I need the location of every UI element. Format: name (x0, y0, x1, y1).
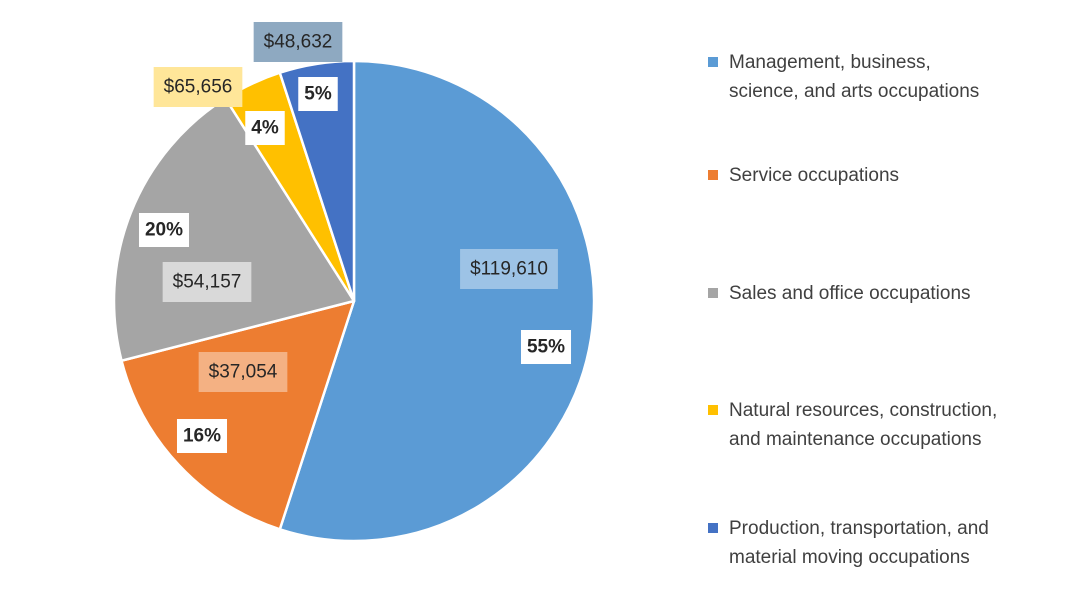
legend-label-production: Production, transportation, and material… (729, 518, 989, 568)
value-label-management: $119,610 (460, 249, 558, 289)
percent-label-production: 5% (298, 77, 338, 111)
pie-slice-service (120, 299, 356, 531)
percent-label-sales: 20% (138, 213, 190, 247)
svg-text:$54,157: $54,157 (173, 272, 242, 293)
percent-label-management: 55% (520, 330, 572, 364)
legend-label-sales: Sales and office occupations (729, 283, 971, 304)
legend-swatch-management (708, 57, 718, 67)
legend-item-service: Service occupations (708, 161, 1049, 190)
value-label-production: $48,632 (253, 22, 343, 62)
legend-item-production: Production, transportation, and material… (708, 514, 1049, 572)
legend-swatch-service (708, 170, 718, 180)
legend-swatch-natural-resources (708, 405, 718, 415)
legend-swatch-sales (708, 288, 718, 298)
legend-item-management: Management, business, science, and arts … (708, 48, 1049, 106)
legend-label-natural-resources: Natural resources, construction, and mai… (729, 400, 998, 450)
percent-label-natural-resources: 4% (245, 111, 285, 145)
legend-label-service: Service occupations (729, 165, 900, 186)
svg-text:$119,610: $119,610 (470, 259, 548, 280)
svg-text:5%: 5% (304, 84, 332, 105)
value-label-sales: $54,157 (162, 262, 252, 302)
svg-text:16%: 16% (183, 426, 221, 447)
svg-text:55%: 55% (527, 337, 565, 358)
legend-swatch-production (708, 523, 718, 533)
svg-text:$37,054: $37,054 (209, 362, 278, 383)
pie-slice-production (278, 59, 356, 303)
pie-labels: $119,610 55% $37,054 16% $54,157 20% $65,656 4%… (138, 22, 572, 453)
value-label-service: $37,054 (198, 352, 288, 392)
svg-text:4%: 4% (251, 118, 279, 139)
legend-item-natural-resources: Natural resources, construction, and mai… (708, 396, 1049, 454)
percent-label-service: 16% (176, 419, 228, 453)
svg-text:$48,632: $48,632 (264, 32, 333, 53)
legend-label-management: Management, business, science, and arts … (729, 52, 980, 102)
svg-text:20%: 20% (145, 220, 183, 241)
svg-text:$65,656: $65,656 (164, 77, 233, 98)
pie-slice-management (278, 59, 596, 543)
value-label-natural-resources: $65,656 (153, 67, 243, 107)
pie-slices (112, 59, 596, 543)
legend-item-sales: Sales and office occupations (708, 279, 1049, 308)
